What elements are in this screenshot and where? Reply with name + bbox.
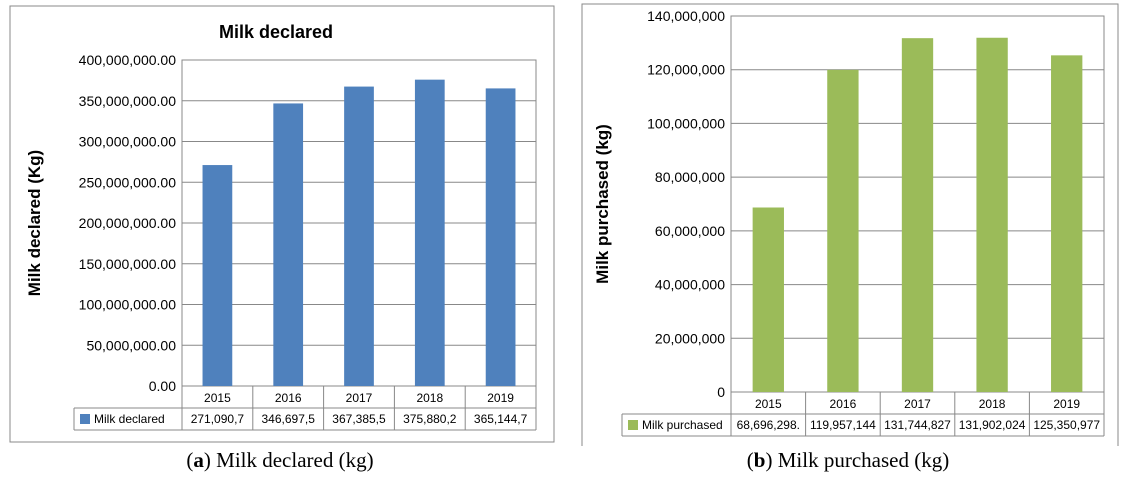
y-tick-label: 350,000,000.00 [79, 93, 177, 109]
chart-title: Milk declared [219, 22, 333, 42]
x-tick-label: 2017 [904, 397, 931, 411]
caption-a: (a) Milk declared (kg) [186, 448, 374, 472]
bar-2016 [827, 69, 859, 393]
legend-swatch [80, 414, 90, 424]
chart-panel-milk-declared: Milk declared Milk declared (Kg) 0.00 50,00… [0, 0, 560, 486]
y-tick-label: 100,000,000.00 [79, 297, 177, 313]
y-axis-label: Milk declared (Kg) [25, 150, 44, 296]
bar-2017 [344, 86, 374, 387]
y-tick-label: 150,000,000.00 [79, 256, 177, 272]
bar-2019 [1051, 55, 1083, 393]
x-tick-label: 2019 [1053, 397, 1080, 411]
data-label: 346,697,5 [262, 412, 316, 426]
data-label: 68,696,298. [737, 418, 800, 432]
y-tick-label: 250,000,000.00 [79, 174, 177, 190]
caption-a-label: a [193, 448, 204, 472]
chart-panel-milk-purchased: Milk purchased Milk purchased (kg) 0 20,000… [568, 0, 1128, 486]
legend-label: Milk declared [94, 412, 165, 426]
x-tick-label: 2017 [346, 391, 373, 405]
caption-a-text: Milk declared (kg) [210, 448, 374, 472]
bar-2016 [273, 103, 304, 387]
x-tick-label: 2018 [416, 391, 443, 405]
bar-2018 [414, 79, 445, 386]
x-tick-label: 2018 [979, 397, 1006, 411]
y-tick-label: 120,000,000 [647, 62, 725, 78]
data-label: 375,880,2 [403, 412, 457, 426]
y-axis-label: Milk purchased (kg) [593, 124, 612, 284]
y-tick-label: 80,000,000 [655, 169, 725, 185]
x-tick-label: 2016 [275, 391, 302, 405]
data-label: 131,902,024 [959, 418, 1026, 432]
chart-milk-purchased: Milk purchased Milk purchased (kg) 0 20,000… [581, 3, 1119, 446]
bar-2018 [976, 37, 1008, 393]
data-label: 125,350,977 [1033, 418, 1100, 432]
y-tick-label: 200,000,000.00 [79, 215, 177, 231]
x-tick-label: 2015 [755, 397, 782, 411]
caption-b: (b) Milk purchased (kg) [746, 448, 950, 472]
bar-2019 [485, 88, 516, 386]
y-tick-label: 50,000,000.00 [86, 337, 176, 353]
y-tick-label: 20,000,000 [655, 330, 725, 346]
y-tick-label: 100,000,000 [647, 115, 725, 131]
y-tick-label: 140,000,000 [647, 8, 725, 24]
data-label: 131,744,827 [884, 418, 951, 432]
data-label: 365,144,7 [474, 412, 528, 426]
legend-label: Milk purchased [642, 418, 723, 432]
bar-2015 [752, 207, 784, 392]
chart-milk-declared: Milk declared Milk declared (Kg) 0.00 50,00… [9, 5, 555, 443]
data-label: 271,090,7 [191, 412, 245, 426]
bar-2015 [202, 165, 233, 386]
data-label: 119,957,144 [810, 418, 876, 432]
x-tick-label: 2016 [830, 397, 857, 411]
data-label: 367,385,5 [332, 412, 386, 426]
caption-b-text: Milk purchased (kg) [772, 448, 950, 472]
caption-b-label: b [753, 448, 766, 472]
y-tick-label: 300,000,000.00 [79, 134, 177, 150]
bar-2017 [901, 38, 934, 393]
x-tick-label: 2015 [204, 391, 231, 405]
x-tick-label: 2019 [487, 391, 514, 405]
legend-swatch [628, 420, 638, 430]
y-tick-label: 40,000,000 [655, 277, 725, 293]
y-tick-label: 0 [717, 384, 725, 400]
y-tick-label: 400,000,000.00 [79, 52, 177, 68]
y-tick-label: 0.00 [149, 378, 176, 394]
y-tick-label: 60,000,000 [655, 223, 725, 239]
